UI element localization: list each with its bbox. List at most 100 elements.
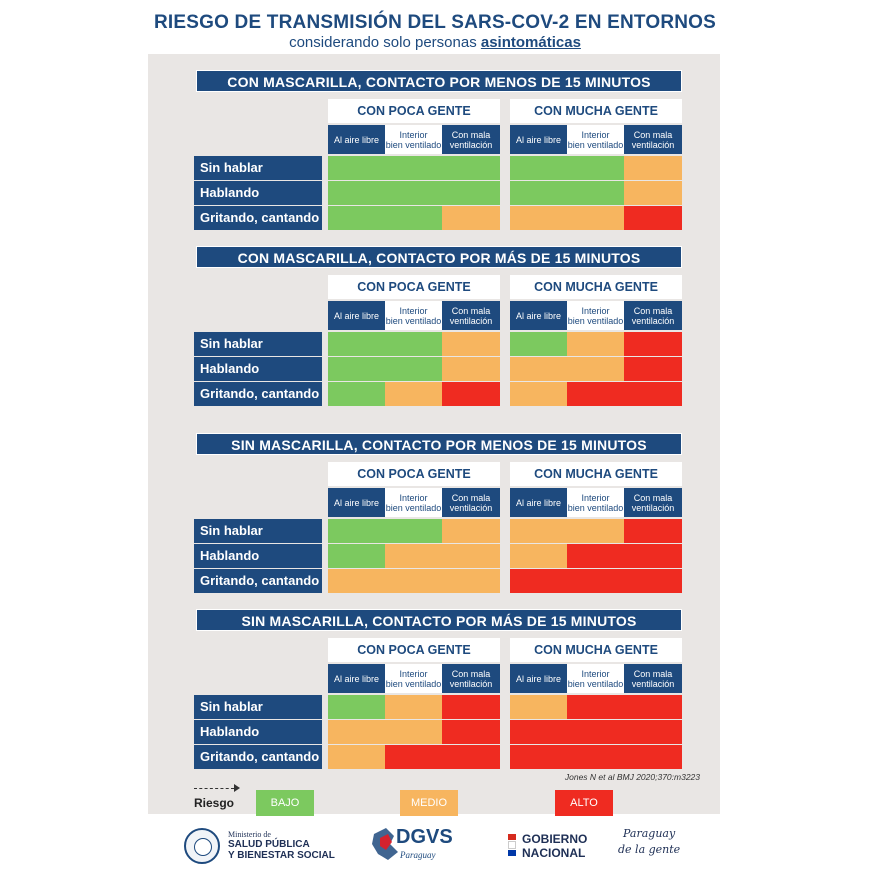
row-header: Gritando, cantando bbox=[194, 382, 322, 406]
risk-cell-alto bbox=[624, 332, 682, 356]
column-header: Al aire libre bbox=[510, 301, 567, 330]
slogan-line1: Paraguay bbox=[623, 827, 676, 840]
group-header-poca-gente: CON POCA GENTE bbox=[328, 638, 500, 662]
risk-cell-bajo bbox=[328, 382, 385, 406]
column-header: Al aire libre bbox=[510, 664, 567, 693]
column-header: Con mala ventilación bbox=[442, 301, 500, 330]
column-header: Interior bien ventilado bbox=[567, 664, 624, 693]
row-header: Sin hablar bbox=[194, 519, 322, 543]
row-header: Gritando, cantando bbox=[194, 206, 322, 230]
gobierno-line1: GOBIERNO bbox=[522, 832, 588, 846]
risk-cell-medio bbox=[567, 519, 624, 543]
risk-cell-medio bbox=[510, 695, 567, 719]
risk-cell-bajo bbox=[510, 156, 567, 180]
subtitle-emphasis: asintomáticas bbox=[480, 34, 581, 51]
risk-cell-alto bbox=[442, 720, 500, 744]
row-header: Gritando, cantando bbox=[194, 745, 322, 769]
row-header: Gritando, cantando bbox=[194, 569, 322, 593]
legend-bajo: BAJO bbox=[256, 790, 314, 816]
risk-cell-medio bbox=[442, 206, 500, 230]
group-header-poca-gente: CON POCA GENTE bbox=[328, 99, 500, 123]
risk-cell-bajo bbox=[567, 181, 624, 205]
row-header: Sin hablar bbox=[194, 332, 322, 356]
risk-cell-bajo bbox=[328, 156, 385, 180]
risk-cell-alto bbox=[567, 745, 624, 769]
ministry-logo-text: Ministerio de SALUD PÚBLICA Y BIENESTAR … bbox=[228, 830, 335, 861]
column-header: Al aire libre bbox=[510, 125, 567, 154]
page-title: RIESGO DE TRANSMISIÓN DEL SARS-COV-2 EN … bbox=[153, 12, 717, 33]
column-header: Interior bien ventilado bbox=[385, 301, 442, 330]
legend-alto: ALTO bbox=[555, 790, 613, 816]
column-header: Interior bien ventilado bbox=[385, 488, 442, 517]
column-header: Al aire libre bbox=[328, 301, 385, 330]
risk-cell-alto bbox=[624, 695, 682, 719]
column-header: Al aire libre bbox=[328, 664, 385, 693]
column-header: Interior bien ventilado bbox=[567, 125, 624, 154]
column-header: Con mala ventilación bbox=[442, 488, 500, 517]
column-header: Al aire libre bbox=[328, 125, 385, 154]
risk-cell-medio bbox=[385, 569, 442, 593]
ministry-line2: SALUD PÚBLICA bbox=[228, 839, 310, 850]
gobierno-logo-text: GOBIERNO NACIONAL bbox=[522, 832, 587, 860]
ministry-line1: Ministerio de bbox=[228, 830, 271, 839]
risk-cell-medio bbox=[328, 745, 385, 769]
column-header: Al aire libre bbox=[328, 488, 385, 517]
risk-cell-medio bbox=[442, 357, 500, 381]
gobierno-line2: NACIONAL bbox=[522, 846, 586, 860]
slogan-line2: de la gente bbox=[618, 843, 681, 856]
dgvs-logo-sub: Paraguay bbox=[400, 850, 436, 860]
group-header-mucha-gente: CON MUCHA GENTE bbox=[510, 275, 682, 299]
risk-cell-alto bbox=[624, 357, 682, 381]
risk-cell-alto bbox=[567, 720, 624, 744]
column-header: Interior bien ventilado bbox=[567, 488, 624, 517]
row-header: Hablando bbox=[194, 357, 322, 381]
risk-cell-medio bbox=[510, 544, 567, 568]
section-header: SIN MASCARILLA, CONTACTO POR MÁS DE 15 M… bbox=[196, 609, 682, 631]
risk-cell-medio bbox=[442, 332, 500, 356]
risk-cell-medio bbox=[385, 720, 442, 744]
risk-cell-bajo bbox=[385, 181, 442, 205]
risk-cell-alto bbox=[567, 544, 624, 568]
risk-cell-alto bbox=[624, 720, 682, 744]
arrow-icon bbox=[194, 784, 240, 792]
risk-cell-medio bbox=[567, 357, 624, 381]
risk-cell-medio bbox=[624, 156, 682, 180]
risk-cell-alto bbox=[624, 569, 682, 593]
risk-cell-bajo bbox=[328, 695, 385, 719]
section-header: CON MASCARILLA, CONTACTO POR MENOS DE 15… bbox=[196, 70, 682, 92]
group-header-poca-gente: CON POCA GENTE bbox=[328, 275, 500, 299]
column-header: Con mala ventilación bbox=[624, 125, 682, 154]
group-header-mucha-gente: CON MUCHA GENTE bbox=[510, 462, 682, 486]
group-header-poca-gente: CON POCA GENTE bbox=[328, 462, 500, 486]
risk-cell-medio bbox=[328, 569, 385, 593]
legend-medio: MEDIO bbox=[400, 790, 458, 816]
risk-cell-bajo bbox=[442, 156, 500, 180]
ministry-line3: Y BIENESTAR SOCIAL bbox=[228, 850, 335, 861]
risk-cell-bajo bbox=[567, 156, 624, 180]
risk-cell-medio bbox=[442, 519, 500, 543]
column-header: Interior bien ventilado bbox=[567, 301, 624, 330]
risk-cell-alto bbox=[510, 569, 567, 593]
risk-cell-bajo bbox=[328, 544, 385, 568]
risk-cell-medio bbox=[567, 206, 624, 230]
risk-cell-bajo bbox=[385, 519, 442, 543]
column-header: Interior bien ventilado bbox=[385, 125, 442, 154]
subtitle-text: considerando solo personas bbox=[289, 34, 481, 51]
column-header: Con mala ventilación bbox=[624, 301, 682, 330]
column-header: Con mala ventilación bbox=[624, 488, 682, 517]
ministry-seal-icon bbox=[184, 828, 220, 864]
group-header-mucha-gente: CON MUCHA GENTE bbox=[510, 638, 682, 662]
row-header: Hablando bbox=[194, 720, 322, 744]
risk-cell-alto bbox=[510, 745, 567, 769]
row-header: Hablando bbox=[194, 544, 322, 568]
dgvs-map-icon bbox=[372, 828, 398, 860]
risk-cell-medio bbox=[510, 519, 567, 543]
row-header: Sin hablar bbox=[194, 695, 322, 719]
column-header: Con mala ventilación bbox=[442, 664, 500, 693]
risk-cell-medio bbox=[442, 544, 500, 568]
risk-cell-alto bbox=[567, 695, 624, 719]
column-header: Con mala ventilación bbox=[624, 664, 682, 693]
risk-cell-bajo bbox=[328, 332, 385, 356]
risk-cell-bajo bbox=[385, 156, 442, 180]
section-header: SIN MASCARILLA, CONTACTO POR MENOS DE 15… bbox=[196, 433, 682, 455]
